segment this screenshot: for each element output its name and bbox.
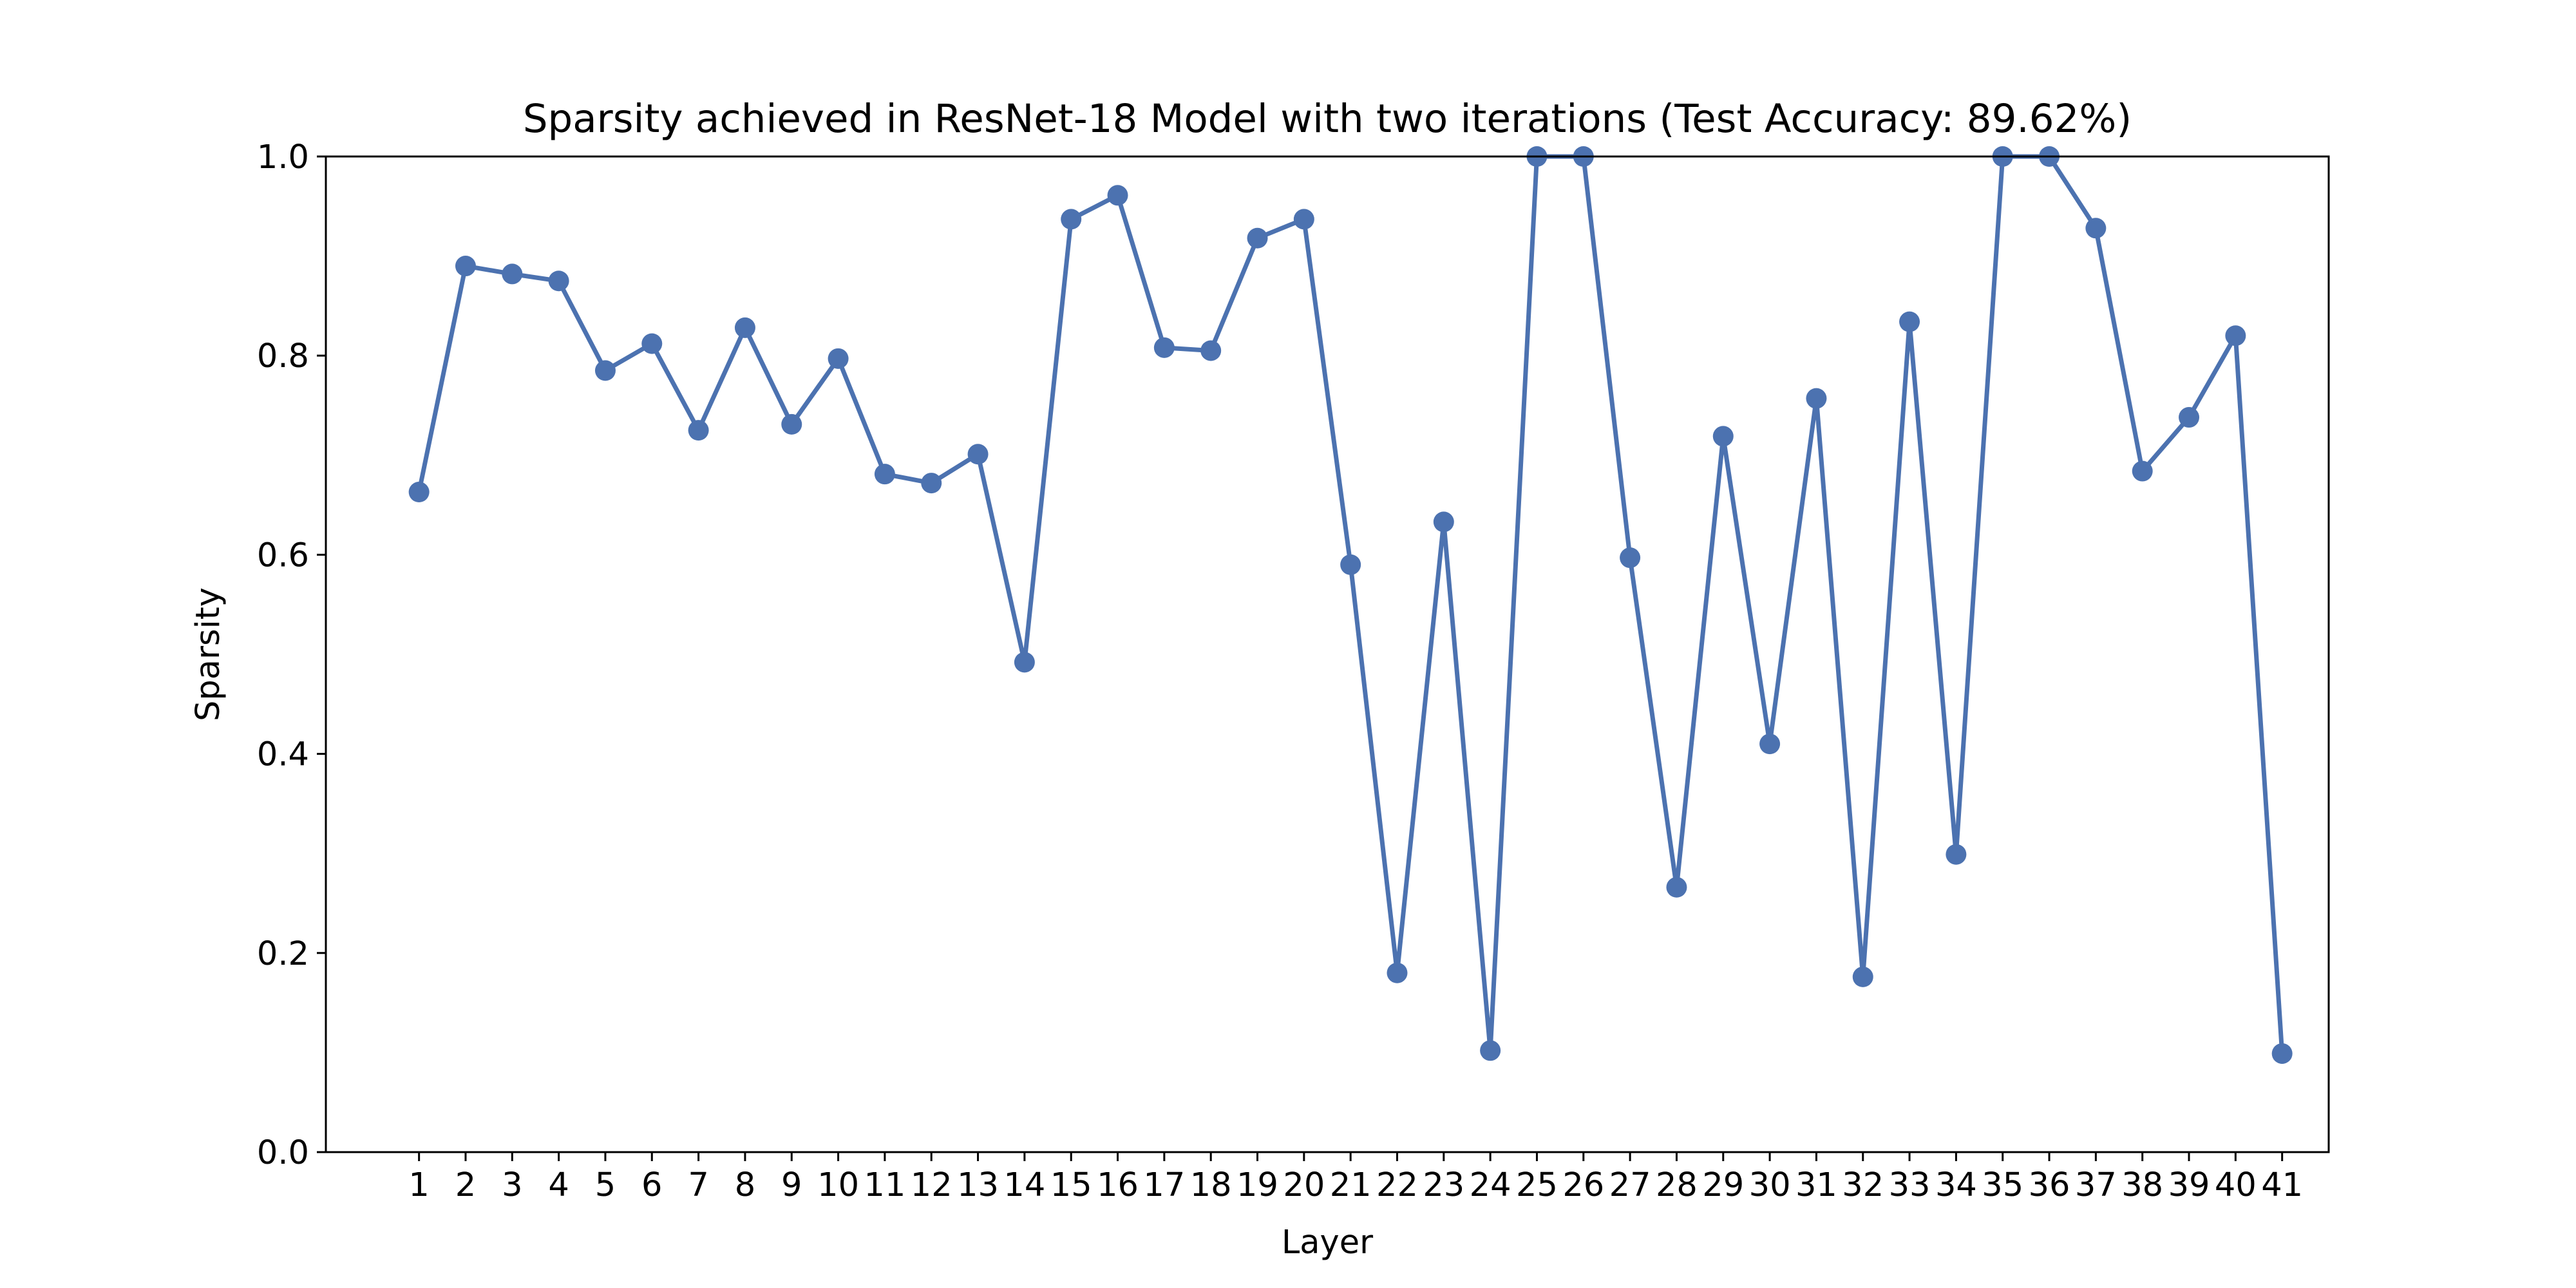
data-point [967, 444, 989, 465]
data-point [2179, 407, 2200, 428]
y-tick-label: 0.8 [257, 337, 309, 375]
x-tick-label: 23 [1423, 1166, 1464, 1204]
data-point [1293, 209, 1314, 230]
x-tick-label: 32 [1842, 1166, 1884, 1204]
plot-frame [325, 155, 2330, 1153]
y-axis-label: Sparsity [189, 587, 227, 721]
x-tick-label: 15 [1050, 1166, 1092, 1204]
data-point [1387, 962, 1408, 983]
data-point [408, 482, 430, 503]
x-tick-label: 5 [595, 1166, 616, 1204]
series-line [417, 154, 2285, 1054]
x-axis: 1 2 3 4 5 6 7 8 9 10 11 12 13 14 15 16 17 18 19 20 21 22 23 24 2… [408, 1152, 2303, 1204]
x-tick-label: 22 [1376, 1166, 1418, 1204]
data-point [548, 270, 569, 292]
data-point [1712, 426, 1734, 447]
data-point [874, 464, 895, 485]
data-point [1946, 844, 1967, 865]
x-tick-label: 27 [1609, 1166, 1651, 1204]
data-point [1852, 966, 1873, 987]
x-tick-label: 13 [957, 1166, 999, 1204]
y-tick-label: 0.6 [257, 536, 309, 574]
data-point [1200, 340, 1222, 361]
x-tick-label: 31 [1795, 1166, 1837, 1204]
data-point [641, 333, 663, 354]
x-tick-label: 3 [502, 1166, 522, 1204]
y-tick-label: 1.0 [257, 138, 309, 176]
data-point [1806, 388, 1827, 409]
x-tick-label: 20 [1283, 1166, 1325, 1204]
x-tick-label: 37 [2075, 1166, 2117, 1204]
data-point [1153, 337, 1175, 358]
data-point [594, 360, 616, 381]
data-point [1759, 734, 1781, 755]
data-point [1620, 547, 1641, 569]
data-point [1340, 554, 1361, 575]
data-point [1247, 227, 1268, 249]
y-tick-label: 0.4 [257, 736, 309, 774]
y-axis: 0.0 0.2 0.4 0.6 0.8 1.0 [257, 138, 326, 1172]
x-tick-label: 8 [735, 1166, 755, 1204]
x-tick-label: 33 [1889, 1166, 1931, 1204]
x-tick-label: 35 [1982, 1166, 2023, 1204]
data-point [1899, 311, 1920, 332]
x-tick-label: 14 [1003, 1166, 1045, 1204]
data-point [2132, 460, 2153, 482]
x-tick-label: 34 [1935, 1166, 1977, 1204]
y-tick-label: 0.0 [257, 1134, 309, 1172]
chart-title: Sparsity achieved in ResNet-18 Model wit… [523, 96, 2132, 142]
x-axis-label: Layer [1282, 1224, 1373, 1262]
x-tick-label: 4 [548, 1166, 569, 1204]
data-point [828, 348, 849, 369]
x-tick-label: 29 [1702, 1166, 1744, 1204]
x-tick-label: 2 [455, 1166, 476, 1204]
x-tick-label: 1 [408, 1166, 429, 1204]
x-tick-label: 21 [1330, 1166, 1372, 1204]
x-tick-label: 39 [2168, 1166, 2210, 1204]
x-tick-label: 30 [1749, 1166, 1791, 1204]
data-point [455, 256, 476, 277]
data-point [1480, 1040, 1501, 1061]
data-point [1107, 185, 1128, 206]
x-tick-label: 9 [781, 1166, 802, 1204]
x-tick-label: 16 [1097, 1166, 1139, 1204]
data-point [1061, 209, 1082, 230]
data-point [2225, 325, 2246, 346]
x-tick-label: 40 [2215, 1166, 2257, 1204]
data-point [1014, 652, 1035, 673]
x-tick-label: 19 [1236, 1166, 1278, 1204]
data-point [688, 420, 709, 441]
data-point [921, 473, 942, 494]
y-tick-label: 0.2 [257, 935, 309, 973]
x-tick-label: 25 [1516, 1166, 1558, 1204]
x-tick-label: 6 [641, 1166, 662, 1204]
x-tick-label: 24 [1470, 1166, 1511, 1204]
x-tick-label: 18 [1190, 1166, 1232, 1204]
data-point [781, 413, 802, 435]
data-point [502, 263, 523, 285]
x-tick-label: 41 [2261, 1166, 2303, 1204]
x-tick-label: 17 [1143, 1166, 1185, 1204]
x-tick-label: 26 [1562, 1166, 1604, 1204]
x-tick-label: 12 [911, 1166, 952, 1204]
data-point [1666, 876, 1687, 898]
x-tick-label: 7 [688, 1166, 708, 1204]
plot-area [408, 146, 2293, 1064]
x-tick-label: 38 [2121, 1166, 2163, 1204]
x-tick-label: 10 [817, 1166, 859, 1204]
data-point [2085, 218, 2107, 239]
data-point [1433, 511, 1454, 533]
x-tick-label: 11 [864, 1166, 905, 1204]
data-point [2271, 1043, 2293, 1064]
x-tick-label: 36 [2029, 1166, 2070, 1204]
x-tick-label: 28 [1656, 1166, 1698, 1204]
data-point [734, 317, 755, 338]
